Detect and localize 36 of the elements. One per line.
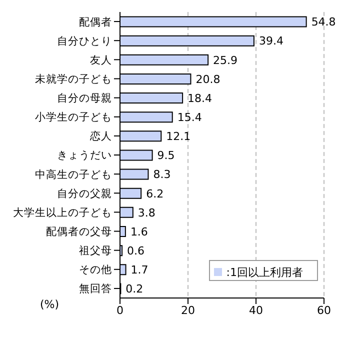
y-tick-label: 配偶者の父母 [46, 224, 112, 238]
data-label: 25.9 [213, 54, 238, 67]
x-tick-label: 20 [181, 304, 195, 317]
x-tick-label: 60 [317, 304, 331, 317]
y-tick-label: 中高生の子ども [35, 168, 112, 181]
legend-label: :1回以上利用者 [226, 266, 303, 279]
x-axis-title: (%) [40, 298, 60, 311]
y-tick-label: 自分の父親 [57, 186, 112, 200]
x-tick-label: 0 [116, 304, 124, 317]
data-label: 8.3 [153, 168, 171, 182]
data-label: 12.1 [166, 130, 191, 144]
data-label: 20.8 [196, 72, 220, 86]
data-label: 0.6 [127, 244, 145, 258]
data-label: 6.2 [146, 187, 164, 200]
data-label: 3.8 [138, 206, 156, 220]
y-tick-label: きょうだい [57, 150, 112, 162]
y-tick-label: 恋人 [89, 130, 112, 143]
y-tick-label: 無回答 [79, 283, 112, 296]
data-label: 9.5 [157, 149, 175, 162]
data-label: 15.4 [177, 111, 202, 124]
y-tick-label: 配偶者 [79, 15, 112, 28]
y-tick-label: 自分ひとり [57, 35, 112, 48]
y-tick-label: 小学生の子ども [35, 110, 112, 124]
data-label: 1.6 [130, 225, 148, 238]
y-tick-label: 友人 [90, 54, 112, 66]
x-tick-label: 40 [249, 304, 263, 317]
y-tick-label: 未就学の子ども [35, 72, 112, 86]
data-label: 0.2 [126, 282, 144, 296]
y-tick-label: 大学生以上の子ども [13, 206, 112, 219]
data-label: 39.4 [258, 34, 284, 48]
y-tick-label: 祖父母 [79, 244, 112, 258]
data-label: 1.7 [130, 264, 148, 277]
data-label: 54.8 [311, 16, 336, 29]
data-label: 18.4 [188, 92, 212, 105]
y-tick-label: 自分の母親 [57, 92, 112, 105]
y-tick-label: その他 [79, 264, 112, 276]
